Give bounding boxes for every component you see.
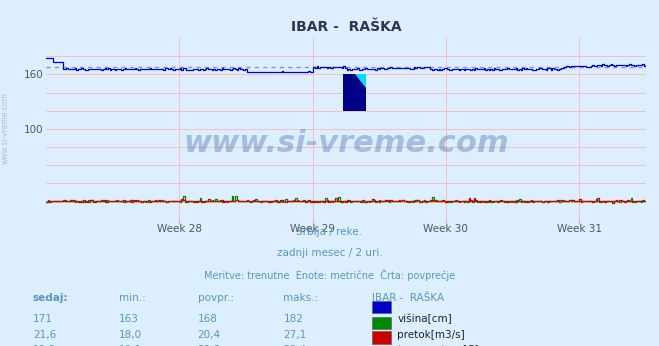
Text: pretok[m3/s]: pretok[m3/s] xyxy=(397,330,465,340)
Text: 19,3: 19,3 xyxy=(33,345,56,346)
Text: www.si-vreme.com: www.si-vreme.com xyxy=(1,92,10,164)
Bar xyxy=(372,317,391,329)
Text: 20,4: 20,4 xyxy=(198,330,221,340)
Text: temperatura[C]: temperatura[C] xyxy=(397,345,479,346)
Bar xyxy=(343,74,355,111)
Text: 163: 163 xyxy=(119,314,138,324)
Text: Srbija / reke.: Srbija / reke. xyxy=(297,227,362,237)
Text: 171: 171 xyxy=(33,314,53,324)
Text: 18,1: 18,1 xyxy=(119,345,142,346)
Text: 23,4: 23,4 xyxy=(283,345,306,346)
Text: sedaj:: sedaj: xyxy=(33,293,69,303)
Text: povpr.:: povpr.: xyxy=(198,293,234,303)
Text: 21,6: 21,6 xyxy=(33,330,56,340)
Text: Meritve: trenutne  Enote: metrične  Črta: povprečje: Meritve: trenutne Enote: metrične Črta: … xyxy=(204,268,455,281)
Text: 182: 182 xyxy=(283,314,303,324)
Title: IBAR -  RAŠKA: IBAR - RAŠKA xyxy=(291,20,401,34)
Text: min.:: min.: xyxy=(119,293,146,303)
Text: maks.:: maks.: xyxy=(283,293,318,303)
Bar xyxy=(372,331,391,344)
Text: zadnji mesec / 2 uri.: zadnji mesec / 2 uri. xyxy=(277,248,382,258)
Text: 18,0: 18,0 xyxy=(119,330,142,340)
Text: 168: 168 xyxy=(198,314,217,324)
Text: 20,8: 20,8 xyxy=(198,345,221,346)
Polygon shape xyxy=(343,74,366,111)
Text: višina[cm]: višina[cm] xyxy=(397,314,452,325)
Bar xyxy=(355,74,366,111)
Text: 27,1: 27,1 xyxy=(283,330,306,340)
Text: www.si-vreme.com: www.si-vreme.com xyxy=(183,129,509,158)
Bar xyxy=(372,301,391,313)
Text: IBAR -  RAŠKA: IBAR - RAŠKA xyxy=(372,293,444,303)
